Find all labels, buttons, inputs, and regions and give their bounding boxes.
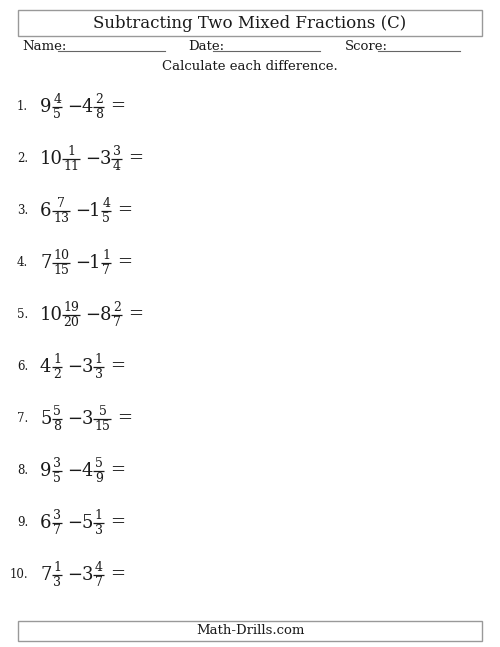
Text: 7: 7: [40, 254, 52, 272]
Text: 9: 9: [40, 98, 52, 116]
Text: −: −: [68, 514, 82, 531]
Text: 5: 5: [102, 212, 110, 225]
Text: Subtracting Two Mixed Fractions (C): Subtracting Two Mixed Fractions (C): [94, 14, 406, 32]
Text: 1: 1: [94, 509, 102, 522]
Text: −: −: [68, 565, 82, 584]
Text: =: =: [110, 565, 125, 584]
Text: 20: 20: [64, 316, 80, 329]
Text: Score:: Score:: [345, 39, 388, 52]
Text: 5.: 5.: [17, 309, 28, 322]
Text: 8.: 8.: [17, 465, 28, 477]
Text: 7: 7: [112, 316, 120, 329]
Text: 8: 8: [94, 108, 102, 121]
Text: 4: 4: [82, 462, 93, 480]
Text: 1: 1: [53, 353, 61, 366]
Text: =: =: [118, 201, 132, 219]
Text: 1: 1: [53, 561, 61, 574]
Text: =: =: [128, 305, 143, 324]
Text: 15: 15: [53, 264, 69, 277]
Text: 3: 3: [82, 566, 93, 584]
Text: 10: 10: [40, 306, 63, 324]
Text: 4: 4: [53, 93, 61, 106]
Text: 1: 1: [102, 249, 110, 262]
Text: 3: 3: [94, 368, 102, 381]
Text: 3: 3: [112, 145, 120, 158]
Text: 10: 10: [40, 150, 63, 168]
Text: =: =: [118, 410, 132, 428]
Text: 6.: 6.: [17, 360, 28, 373]
Text: 19: 19: [64, 301, 80, 314]
Text: Name:: Name:: [22, 39, 66, 52]
FancyBboxPatch shape: [18, 621, 482, 641]
Text: 4: 4: [40, 358, 52, 376]
Text: 6: 6: [40, 202, 52, 220]
Text: 4: 4: [112, 160, 120, 173]
Text: =: =: [110, 98, 125, 116]
Text: Math-Drills.com: Math-Drills.com: [196, 624, 304, 637]
Text: Calculate each difference.: Calculate each difference.: [162, 60, 338, 72]
Text: 2: 2: [95, 93, 102, 106]
Text: 3: 3: [82, 410, 93, 428]
Text: 5: 5: [54, 472, 61, 485]
Text: 9: 9: [95, 472, 102, 485]
Text: 8: 8: [53, 420, 61, 433]
Text: 4.: 4.: [17, 256, 28, 270]
Text: 6: 6: [40, 514, 52, 532]
Text: 2: 2: [112, 301, 120, 314]
Text: 5: 5: [95, 457, 102, 470]
Text: 4: 4: [82, 98, 93, 116]
Text: 1: 1: [94, 353, 102, 366]
Text: 4: 4: [102, 197, 110, 210]
Text: −: −: [86, 305, 100, 324]
Text: 9.: 9.: [17, 516, 28, 529]
Text: =: =: [110, 461, 125, 479]
Text: 10: 10: [53, 249, 69, 262]
Text: 3: 3: [100, 150, 111, 168]
Text: 5: 5: [98, 405, 106, 418]
Text: 3.: 3.: [17, 204, 28, 217]
Text: 13: 13: [53, 212, 69, 225]
Text: −: −: [68, 358, 82, 375]
Text: 9: 9: [40, 462, 52, 480]
Text: −: −: [86, 149, 100, 168]
Text: 7.: 7.: [17, 413, 28, 426]
Text: 3: 3: [53, 509, 61, 522]
Text: 4: 4: [94, 561, 102, 574]
Text: 3: 3: [53, 457, 61, 470]
Text: 7: 7: [102, 264, 110, 277]
Text: =: =: [128, 149, 143, 168]
Text: 7: 7: [54, 524, 61, 537]
Text: −: −: [68, 461, 82, 479]
Text: 10.: 10.: [10, 569, 28, 582]
Text: −: −: [75, 201, 90, 219]
Text: 3: 3: [82, 358, 93, 376]
Text: 3: 3: [94, 524, 102, 537]
Text: =: =: [118, 254, 132, 272]
Text: 1: 1: [68, 145, 76, 158]
Text: Date:: Date:: [188, 39, 224, 52]
Text: −: −: [68, 98, 82, 116]
Text: =: =: [110, 514, 125, 531]
Text: 8: 8: [100, 306, 111, 324]
FancyBboxPatch shape: [18, 10, 482, 36]
Text: 1: 1: [89, 202, 101, 220]
Text: 7: 7: [95, 576, 102, 589]
Text: 11: 11: [64, 160, 80, 173]
Text: 15: 15: [94, 420, 110, 433]
Text: =: =: [110, 358, 125, 375]
Text: 2.: 2.: [17, 153, 28, 166]
Text: 7: 7: [40, 566, 52, 584]
Text: 1.: 1.: [17, 100, 28, 113]
Text: 5: 5: [82, 514, 93, 532]
Text: 7: 7: [57, 197, 65, 210]
Text: 2: 2: [54, 368, 61, 381]
Text: 5: 5: [40, 410, 52, 428]
Text: 5: 5: [54, 108, 61, 121]
Text: 5: 5: [54, 405, 61, 418]
Text: 1: 1: [89, 254, 101, 272]
Text: −: −: [68, 410, 82, 428]
Text: 3: 3: [53, 576, 61, 589]
Text: −: −: [75, 254, 90, 272]
